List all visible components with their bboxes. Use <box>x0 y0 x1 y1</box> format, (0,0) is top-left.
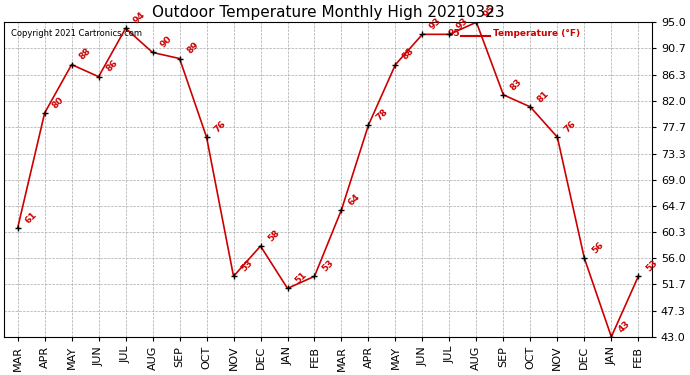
Text: 53: 53 <box>320 258 335 273</box>
Text: 86: 86 <box>104 59 119 74</box>
Text: 51: 51 <box>293 270 308 286</box>
Text: Temperature (°F): Temperature (°F) <box>493 28 580 38</box>
Text: 53: 53 <box>644 258 659 273</box>
Text: 76: 76 <box>212 119 228 134</box>
Text: 95: 95 <box>482 4 497 20</box>
Text: 83: 83 <box>509 77 524 92</box>
Text: 88: 88 <box>77 46 92 62</box>
Text: 93: 93 <box>428 16 443 32</box>
Text: 94: 94 <box>131 10 146 26</box>
Text: 95: 95 <box>448 28 460 38</box>
Text: 64: 64 <box>347 192 362 207</box>
Text: 56: 56 <box>590 240 605 255</box>
Text: 58: 58 <box>266 228 282 243</box>
Text: 43: 43 <box>617 319 632 334</box>
Title: Outdoor Temperature Monthly High 20210323: Outdoor Temperature Monthly High 2021032… <box>152 4 504 20</box>
Text: 78: 78 <box>374 107 389 122</box>
Text: 81: 81 <box>536 89 551 104</box>
Text: 61: 61 <box>23 210 39 225</box>
Text: 88: 88 <box>401 46 416 62</box>
Text: 89: 89 <box>185 40 200 56</box>
Text: 76: 76 <box>563 119 578 134</box>
Text: 80: 80 <box>50 95 66 110</box>
Text: 93: 93 <box>455 16 471 32</box>
Text: 90: 90 <box>158 34 173 50</box>
Text: 53: 53 <box>239 258 255 273</box>
Text: Copyright 2021 Cartronics.com: Copyright 2021 Cartronics.com <box>10 28 141 38</box>
